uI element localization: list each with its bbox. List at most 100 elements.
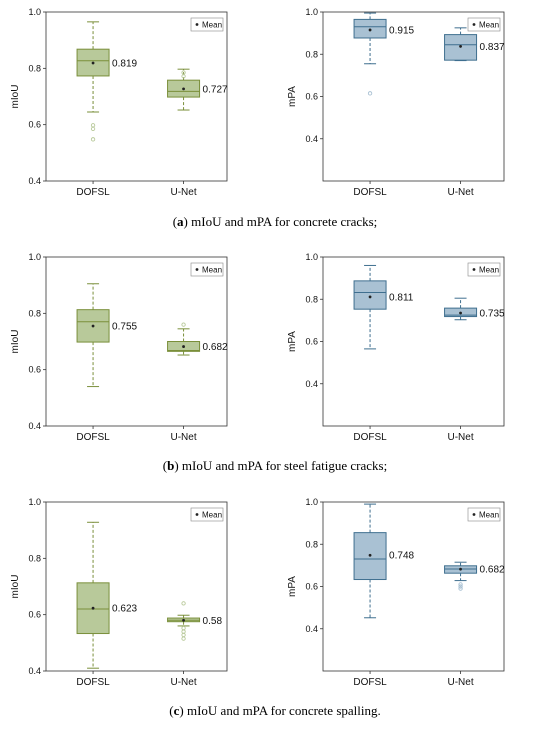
c-mpa-ytick-label: 0.4	[305, 624, 318, 634]
b-mpa-dofsl-box	[353, 280, 387, 310]
c-miou-unet-outlier	[181, 626, 186, 631]
b-miou-unet-xtick-label: U-Net	[170, 432, 196, 443]
b-mpa-legend-box	[467, 262, 501, 277]
c-mpa-legend-label: Mean	[479, 511, 499, 520]
c-miou-dofsl-xtick-label: DOFSL	[76, 677, 110, 688]
b-miou-ytick-label: 0.6	[28, 365, 41, 375]
a-miou-legend-label: Mean	[202, 21, 222, 30]
a-mpa-ytick-label: 0.4	[305, 134, 318, 144]
b-mpa-dofsl-mean-label: 0.811	[389, 292, 414, 303]
c-mpa-ytick-label: 1.0	[305, 497, 318, 507]
b-miou-unet-mean-marker	[182, 345, 185, 348]
a-miou-unet-xtick-label: U-Net	[170, 187, 196, 198]
b-miou-ytick-label: 1.0	[28, 252, 41, 262]
b-miou-legend-box	[190, 262, 224, 277]
a-mpa-legend-marker	[472, 23, 476, 26]
c-miou-unet-mean-marker	[182, 618, 185, 622]
b-mpa-unet-xtick-label: U-Net	[447, 432, 473, 443]
a-mpa-unet-xtick-label: U-Net	[447, 187, 473, 198]
a-miou-dofsl-outlier	[90, 123, 96, 128]
c-mpa-legend-box	[467, 507, 501, 522]
b-mpa-unet-mean-marker	[459, 311, 462, 315]
a-miou-unet-mean-label: 0.727	[203, 84, 228, 95]
c-mpa-dofsl-mean-marker	[368, 553, 372, 557]
b-miou-dofsl-xtick-label: DOFSL	[76, 432, 110, 443]
a-miou-ytick-label: 1.0	[28, 7, 41, 17]
c-mpa-dofsl-mean-label: 0.748	[389, 551, 414, 562]
b-mpa-ylabel: mPA	[287, 331, 298, 352]
b-miou-dofsl-mean-marker	[91, 324, 95, 328]
a-miou-plot-frame	[45, 11, 228, 182]
a-mpa-ytick-label: 1.0	[305, 7, 318, 17]
c-mpa-plot-frame	[322, 501, 505, 672]
a-miou-dofsl-mean-marker	[91, 61, 95, 65]
a-mpa-ytick-label: 0.8	[305, 49, 318, 59]
b-miou-dofsl-mean-label: 0.755	[112, 322, 137, 333]
c-miou-unet-outlier	[181, 629, 186, 634]
c-miou-unet-outlier	[181, 632, 186, 638]
caption-a: (a) mIoU and mPA for concrete cracks;	[172, 214, 378, 229]
a-mpa-ylabel: mPA	[287, 86, 298, 107]
b-mpa-legend-label: Mean	[479, 266, 499, 275]
c-mpa-unet-outlier	[458, 586, 463, 591]
c-miou-dofsl-mean-label: 0.623	[112, 604, 137, 615]
c-mpa-legend-marker	[472, 513, 476, 516]
b-miou-unet-outlier	[181, 322, 186, 327]
c-miou-unet-outlier	[181, 601, 186, 606]
a-miou-dofsl-mean-label: 0.819	[112, 58, 137, 69]
a-mpa-dofsl-mean-marker	[368, 28, 372, 32]
b-miou-plot-frame	[45, 256, 228, 427]
a-mpa-dofsl-mean-label: 0.915	[389, 25, 414, 36]
a-miou-ytick-label: 0.6	[28, 120, 41, 130]
c-mpa-dofsl-xtick-label: DOFSL	[353, 677, 387, 688]
a-miou-dofsl-outlier	[90, 137, 96, 142]
b-miou-ytick-label: 0.8	[28, 308, 41, 318]
c-mpa-unet-outlier	[458, 582, 463, 587]
c-miou-ytick-label: 0.4	[28, 666, 41, 676]
c-miou-ytick-label: 0.8	[28, 553, 41, 563]
c-miou-plot-frame	[45, 501, 228, 672]
a-miou-legend-box	[190, 17, 224, 32]
c-mpa-unet-mean-marker	[459, 567, 462, 571]
b-mpa-dofsl-xtick-label: DOFSL	[353, 432, 387, 443]
a-miou-dofsl-xtick-label: DOFSL	[76, 187, 110, 198]
a-mpa-unet-mean-label: 0.837	[480, 42, 505, 53]
b-mpa-legend-marker	[472, 268, 476, 271]
b-mpa-ytick-label: 0.6	[305, 337, 318, 347]
b-mpa-ytick-label: 1.0	[305, 252, 318, 262]
c-miou-unet-xtick-label: U-Net	[170, 677, 196, 688]
c-miou-unet-outlier	[181, 636, 186, 641]
b-miou-unet-mean-label: 0.682	[203, 342, 228, 353]
c-miou-dofsl-mean-marker	[91, 606, 95, 610]
a-miou-legend-marker	[195, 23, 199, 26]
a-mpa-legend-box	[467, 17, 501, 32]
c-mpa-ytick-label: 0.6	[305, 582, 318, 592]
b-miou-legend-label: Mean	[202, 266, 222, 275]
c-mpa-unet-mean-label: 0.682	[480, 565, 505, 576]
b-mpa-ytick-label: 0.4	[305, 379, 318, 389]
c-miou-legend-box	[190, 507, 224, 522]
caption-c: (c) mIoU and mPA for concrete spalling.	[169, 703, 381, 718]
b-miou-legend-marker	[195, 268, 199, 271]
a-mpa-dofsl-xtick-label: DOFSL	[353, 187, 387, 198]
c-mpa-unet-xtick-label: U-Net	[447, 677, 473, 688]
c-mpa-ylabel: mPA	[287, 576, 298, 597]
c-mpa-ytick-label: 0.8	[305, 539, 318, 549]
b-mpa-ytick-label: 0.8	[305, 294, 318, 304]
a-miou-dofsl-outlier	[90, 126, 96, 132]
a-mpa-legend-label: Mean	[479, 21, 499, 30]
c-miou-ytick-label: 0.6	[28, 610, 41, 620]
a-miou-unet-mean-marker	[182, 87, 185, 91]
c-miou-unet-mean-label: 0.58	[203, 616, 223, 627]
a-mpa-unet-mean-marker	[459, 45, 462, 48]
b-mpa-plot-frame	[322, 256, 505, 427]
c-miou-legend-label: Mean	[202, 511, 222, 520]
a-miou-ytick-label: 0.4	[28, 176, 41, 186]
c-miou-ylabel: mIoU	[10, 575, 21, 599]
b-mpa-unet-mean-label: 0.735	[480, 308, 505, 319]
caption-b: (b) mIoU and mPA for steel fatigue crack…	[162, 458, 388, 473]
a-miou-ytick-label: 0.8	[28, 63, 41, 73]
a-miou-ylabel: mIoU	[10, 85, 21, 109]
